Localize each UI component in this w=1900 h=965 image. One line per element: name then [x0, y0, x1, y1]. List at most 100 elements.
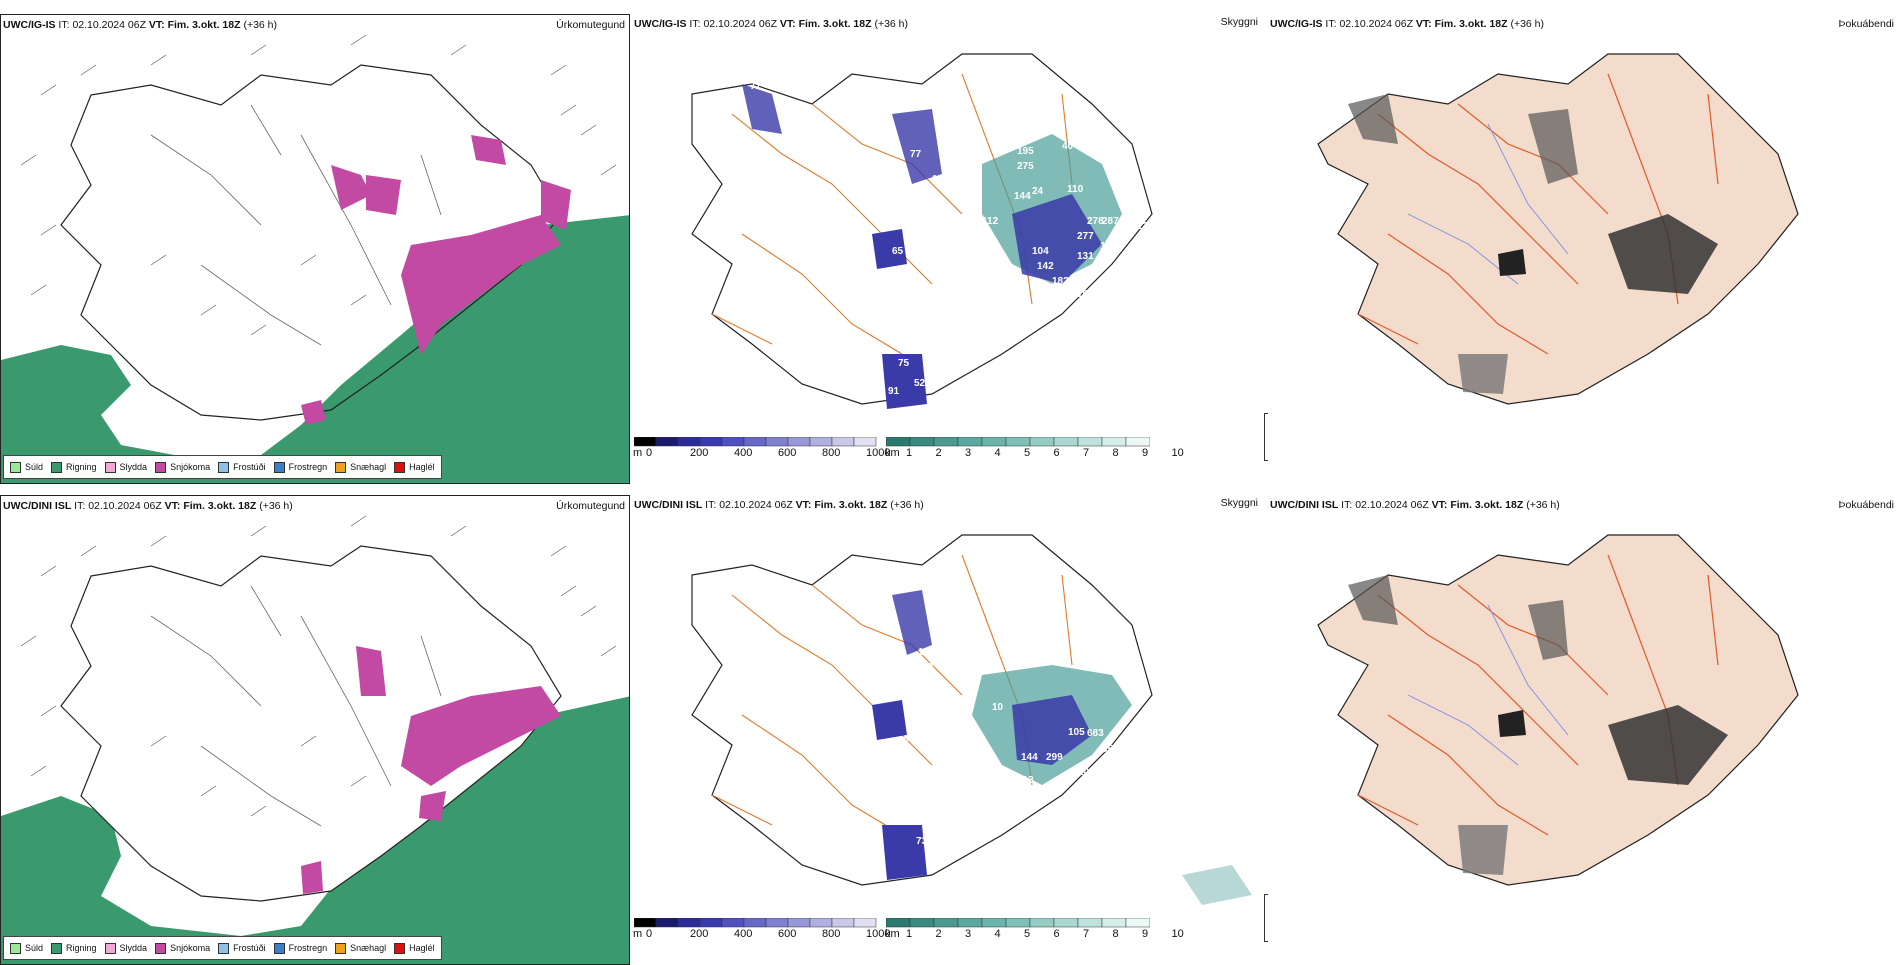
legend-label: Haglél — [409, 943, 435, 953]
legend-label: Frostregn — [288, 462, 328, 472]
legend-label: Snæhagl — [350, 462, 387, 472]
legend-swatch — [335, 942, 347, 954]
cloud-height-label: 310 — [1004, 296, 1021, 307]
scale-color-box — [809, 436, 833, 447]
legend-label: Haglél — [409, 462, 435, 472]
legend-swatch — [394, 461, 406, 473]
scale-tick: 10 — [1171, 447, 1184, 459]
legend-label: Slydda — [119, 943, 148, 953]
scale-tick: 0 — [646, 928, 653, 940]
scale-tick: 2 — [935, 447, 942, 459]
cloud-height-label: 112 — [982, 216, 999, 227]
precip-map — [1, 34, 629, 483]
scale-color-box — [909, 917, 935, 928]
scale-tick: 6 — [1053, 447, 1060, 459]
legend-swatch — [155, 461, 167, 473]
cloud-height-label: 24 — [1032, 186, 1044, 197]
panel-title: Úrkomutegund — [556, 500, 625, 512]
panel-title: Þokuábendi — [1838, 499, 1894, 511]
cloud-height-label: 10 — [992, 702, 1004, 713]
legend-label: Snjókoma — [170, 943, 211, 953]
scale-color-box — [765, 917, 789, 928]
scale-tick: 1 — [906, 928, 913, 940]
cloud-height-label: 52 — [914, 378, 926, 389]
legend-swatch — [51, 942, 63, 954]
cloud-height-label: 91 — [888, 386, 900, 397]
cloud-height-label: 104 — [1032, 246, 1049, 257]
precip-panel-row1: UWC/IG-IS IT: 02.10.2024 06Z VT: Fim. 3.… — [0, 14, 630, 484]
scale-unit: m — [633, 928, 643, 940]
scale-tick: 400 — [734, 447, 753, 459]
scale-tick: 3 — [965, 447, 972, 459]
scale-tick: 3 — [965, 928, 972, 940]
scale-color-box — [831, 436, 855, 447]
legend-label: Frostregn — [288, 943, 328, 953]
cloud-height-label: 123 — [1137, 221, 1154, 232]
legend-item-haglél: Haglél — [394, 461, 435, 473]
scale-tick: 600 — [778, 928, 797, 940]
scale-color-box — [1029, 917, 1055, 928]
scale-tick: 800 — [822, 447, 841, 459]
cloud-height-label: 182 — [1052, 276, 1069, 287]
cloud-height-label: 77 — [910, 149, 922, 160]
legend-item-súld: Súld — [10, 942, 43, 954]
scale-color-box — [933, 436, 959, 447]
scale-color-box — [699, 436, 723, 447]
scale-color-box — [1005, 917, 1031, 928]
scale-color-box — [633, 436, 657, 447]
scale-tick: 7 — [1083, 928, 1090, 940]
scale-color-box — [721, 436, 745, 447]
cloud-height-label: 77 — [750, 81, 762, 92]
legend-swatch — [335, 461, 347, 473]
legend-item-snjókoma: Snjókoma — [155, 461, 211, 473]
scale-tick: 800 — [822, 928, 841, 940]
legend-label: Slydda — [119, 462, 148, 472]
legend-item-snæhagl: Snæhagl — [335, 461, 387, 473]
cloud-height-label: 278 — [1087, 216, 1104, 227]
panel-header: UWC/IG-IS IT: 02.10.2024 06Z VT: Fim. 3.… — [1270, 18, 1545, 30]
cloud-height-label: 195 — [1017, 146, 1034, 157]
cloud-height-label: 77 — [1006, 269, 1018, 280]
scale-color-box — [957, 917, 983, 928]
cloud-scale-km: km 1 2 3 4 5 6 7 8 9 10 — [885, 917, 1184, 940]
legend-label: Snjókoma — [170, 462, 211, 472]
fog-map-row2 — [1317, 534, 1799, 886]
cloud-height-label: 9 — [912, 191, 918, 202]
cloud-height-label: 74 — [882, 156, 894, 167]
cloud-height-label: 63 — [918, 724, 930, 735]
legend-label: Rigning — [66, 462, 97, 472]
scale-tick: 7 — [1083, 447, 1090, 459]
scale-color-box — [809, 917, 833, 928]
cloud-scale-m: m 0 200 400 600 800 1000 — [633, 917, 890, 940]
scale-color-box — [831, 917, 855, 928]
scale-tick: 5 — [1024, 928, 1031, 940]
legend-item-rigning: Rigning — [51, 461, 97, 473]
legend-item-snjókoma: Snjókoma — [155, 942, 211, 954]
cloud-height-label: 66 — [903, 734, 915, 745]
legend-swatch — [10, 461, 21, 473]
scale-tick: 8 — [1112, 447, 1119, 459]
scale-tick: 2 — [935, 928, 942, 940]
scale-color-box — [743, 436, 767, 447]
scale-tick: 6 — [1053, 928, 1060, 940]
cloud-height-label: 313 — [1017, 775, 1034, 786]
scale-color-box — [1101, 917, 1127, 928]
cloud-height-label: 98 — [1024, 797, 1036, 808]
cloud-height-label: 18 — [1100, 241, 1112, 252]
scale-color-box — [1077, 917, 1103, 928]
scale-tick: 9 — [1142, 447, 1149, 459]
cloud-height-label: 142 — [1037, 261, 1054, 272]
scale-tick: 5 — [1024, 447, 1031, 459]
scale-color-box — [853, 917, 877, 928]
cloud-height-label: 75 — [898, 358, 910, 369]
fog-panel-row1: UWC/IG-IS IT: 02.10.2024 06Z VT: Fim. 3.… — [1268, 14, 1898, 484]
cloud-height-label: 29 — [922, 662, 934, 673]
scale-tick: 600 — [778, 447, 797, 459]
scale-color-box — [787, 917, 811, 928]
cloud-height-label: 299 — [1046, 752, 1063, 763]
cloud-height-label: 73 — [916, 836, 928, 847]
legend-label: Snæhagl — [350, 943, 387, 953]
scale-tick: 9 — [1142, 928, 1149, 940]
legend-label: Rigning — [66, 943, 97, 953]
